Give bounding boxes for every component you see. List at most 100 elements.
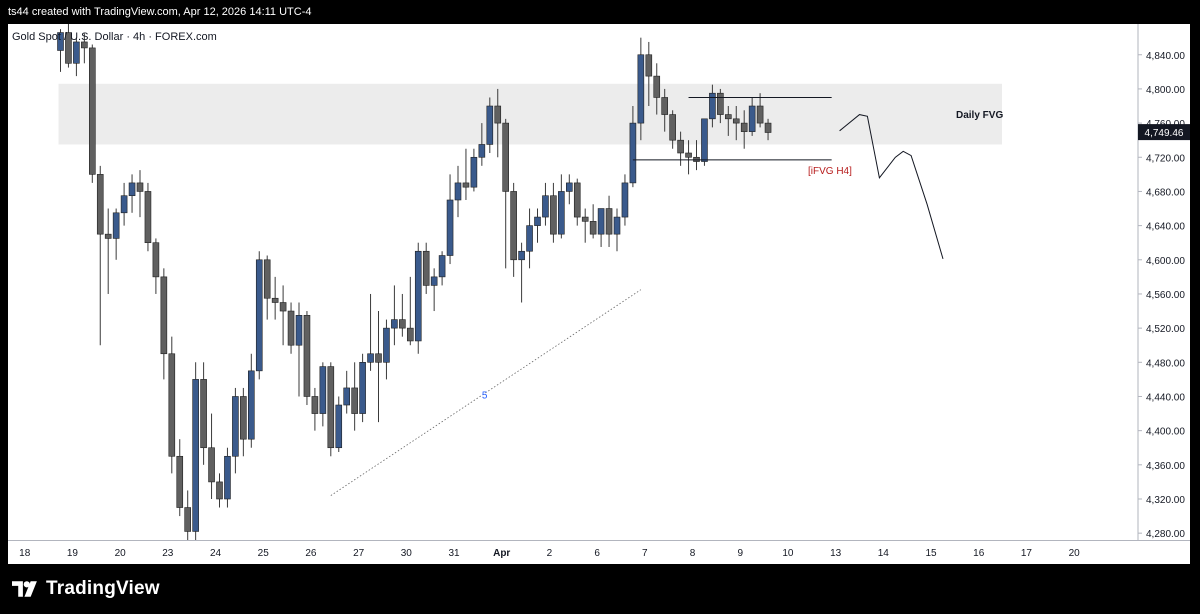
candle xyxy=(470,148,478,192)
candle-body xyxy=(57,32,64,51)
candle xyxy=(764,118,772,141)
time-tick-label: 30 xyxy=(401,548,413,559)
price-tick-label: 4,720.00 xyxy=(1146,153,1185,164)
candle xyxy=(740,110,748,149)
candle xyxy=(653,63,661,115)
candle-body xyxy=(144,191,152,244)
candle xyxy=(589,204,597,239)
candle xyxy=(96,165,104,346)
candle-body xyxy=(677,139,684,154)
candle xyxy=(406,276,414,346)
price-tick-label: 4,680.00 xyxy=(1146,187,1185,198)
time-tick-label: Apr xyxy=(493,548,510,559)
candle-body xyxy=(748,105,756,132)
time-axis[interactable]: 18 19 20 23 24 25 26 27 30 31 Apr 2 6 7 8 9 10 13 14 15 16 17… xyxy=(8,540,1190,564)
candle xyxy=(144,182,152,252)
candle-body xyxy=(303,315,311,397)
time-tick-label: 20 xyxy=(115,548,127,559)
price-chart[interactable]: 4,280.00 4,320.00 4,360.00 4,400.00 4,440.00… xyxy=(8,24,1190,542)
chart-area[interactable]: 4,280.00 4,320.00 4,360.00 4,400.00 4,440.00… xyxy=(8,24,1190,542)
footer-bar: TradingView xyxy=(0,564,1200,614)
candle xyxy=(391,285,398,346)
last-price-tag: 4,749.46 xyxy=(1138,124,1190,141)
candle-body xyxy=(263,259,271,299)
candle-body xyxy=(764,122,772,133)
time-tick-label: 8 xyxy=(690,548,696,559)
price-tick-label: 4,280.00 xyxy=(1146,529,1185,540)
candle xyxy=(494,88,502,158)
time-tick-label: 13 xyxy=(830,548,842,559)
candle xyxy=(399,293,406,337)
candle-body xyxy=(359,362,366,414)
time-tick-label: 16 xyxy=(973,548,985,559)
price-tick-label: 4,520.00 xyxy=(1146,324,1185,335)
candle xyxy=(462,148,470,200)
candle-body xyxy=(701,118,708,162)
time-tick-label: 26 xyxy=(305,548,317,559)
candle xyxy=(573,178,581,226)
candle-body xyxy=(446,199,454,256)
candle xyxy=(446,174,454,265)
candle-body xyxy=(311,396,319,414)
candle-body xyxy=(120,195,128,214)
candle-body xyxy=(128,182,136,197)
candle-body xyxy=(248,370,255,440)
candle xyxy=(518,242,525,303)
candle xyxy=(383,319,390,380)
candle-body xyxy=(581,216,589,222)
candle xyxy=(160,268,168,380)
time-tick-label: 27 xyxy=(353,548,365,559)
candle-body xyxy=(255,259,263,372)
candle-body xyxy=(176,455,184,508)
price-tick-label: 4,360.00 xyxy=(1146,461,1185,472)
candle xyxy=(295,302,303,397)
candle xyxy=(661,88,669,132)
candle-body xyxy=(240,396,247,440)
candle-body xyxy=(629,122,637,184)
candle xyxy=(709,84,716,128)
candle xyxy=(152,238,160,294)
candle xyxy=(279,285,287,346)
candle xyxy=(248,353,255,448)
candle xyxy=(685,140,692,175)
candle xyxy=(136,170,144,218)
candle-body xyxy=(81,41,88,49)
candle xyxy=(621,174,629,226)
candle-body xyxy=(112,212,120,239)
candle xyxy=(303,311,311,406)
projection-path xyxy=(839,114,944,260)
candle-body xyxy=(367,353,374,363)
candle xyxy=(351,362,358,431)
candle-body xyxy=(414,250,422,342)
time-axis-svg: 18 19 20 23 24 25 26 27 30 31 Apr 2 6 7 8 9 10 13 14 15 16 17… xyxy=(19,548,1081,559)
time-tick-label: 19 xyxy=(67,548,79,559)
channel-label: 5 xyxy=(482,391,488,402)
candle xyxy=(542,182,549,226)
candle-body xyxy=(335,404,343,449)
tradingview-brand[interactable]: TradingView xyxy=(12,576,160,602)
candle xyxy=(184,490,191,542)
candle-body xyxy=(96,174,104,235)
candle xyxy=(255,251,263,380)
candle-body xyxy=(200,379,207,449)
candle xyxy=(343,370,351,414)
candle-body xyxy=(295,315,303,346)
candle-body xyxy=(510,191,517,261)
tradingview-wordmark: TradingView xyxy=(46,578,160,599)
price-tick-label: 4,320.00 xyxy=(1146,495,1185,506)
time-tick-label: 20 xyxy=(1069,548,1081,559)
candle-body xyxy=(605,208,613,235)
time-tick-label: 17 xyxy=(1021,548,1033,559)
candle xyxy=(81,33,88,64)
candle xyxy=(581,208,589,243)
candle-body xyxy=(534,216,541,226)
candle-body xyxy=(494,105,502,124)
candle xyxy=(438,251,446,286)
candle-body xyxy=(550,195,557,235)
candle xyxy=(717,88,724,124)
candle xyxy=(112,208,120,260)
candle-body xyxy=(558,191,565,235)
candle-body xyxy=(478,144,486,158)
last-price-label: 4,749.46 xyxy=(1145,128,1184,139)
symbol-title: Gold Spot / U.S. Dollar · 4h · FOREX.com xyxy=(12,31,217,43)
